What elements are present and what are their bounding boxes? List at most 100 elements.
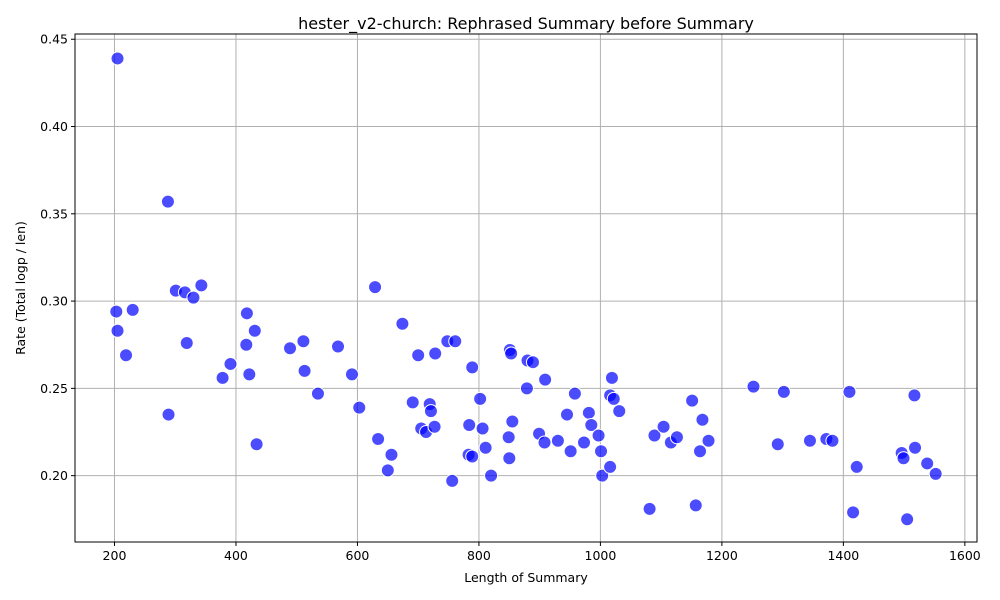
data-point xyxy=(595,468,610,483)
data-point xyxy=(688,498,703,513)
data-point xyxy=(215,370,230,385)
y-axis-label: Rate (Total logp / len) xyxy=(13,221,28,355)
data-point xyxy=(603,459,618,474)
data-point xyxy=(223,356,238,371)
data-point xyxy=(462,418,477,433)
grid-lines xyxy=(75,34,977,542)
data-point xyxy=(405,395,420,410)
data-point xyxy=(563,444,578,459)
data-point xyxy=(395,316,410,331)
data-point xyxy=(594,444,609,459)
data-point xyxy=(475,421,490,436)
x-tick-label: 1400 xyxy=(827,548,859,563)
data-point xyxy=(612,404,627,419)
data-point xyxy=(465,360,480,375)
data-point xyxy=(384,447,399,462)
data-point xyxy=(685,393,700,408)
y-tick-label: 0.25 xyxy=(40,381,68,396)
data-point xyxy=(920,456,935,471)
data-point xyxy=(283,341,298,356)
x-tick-label: 200 xyxy=(103,548,127,563)
data-point xyxy=(427,419,442,434)
x-tick-label: 400 xyxy=(224,548,248,563)
data-point xyxy=(371,432,386,447)
data-point xyxy=(550,433,565,448)
data-point xyxy=(802,433,817,448)
data-point xyxy=(695,412,710,427)
data-point xyxy=(537,435,552,450)
data-point xyxy=(567,386,582,401)
data-point xyxy=(109,304,124,319)
data-point xyxy=(344,367,359,382)
y-tick-label: 0.35 xyxy=(40,206,68,221)
plot-frame xyxy=(74,33,978,543)
data-point xyxy=(368,280,383,295)
data-point xyxy=(908,440,923,455)
data-point xyxy=(504,346,519,361)
data-point xyxy=(161,407,176,422)
data-point xyxy=(125,302,140,317)
x-axis-label: Length of Summary xyxy=(464,570,588,585)
axis-ticks: 200 400 600 800 1000 1200 1400 1600 0.20 0.25 0.30… xyxy=(40,32,981,563)
data-point xyxy=(411,348,426,363)
chart-title: hester_v2-church: Rephrased Summary befo… xyxy=(298,14,754,34)
y-tick-label: 0.30 xyxy=(40,294,68,309)
data-point xyxy=(842,384,857,399)
data-point xyxy=(525,355,540,370)
data-point xyxy=(581,405,596,420)
data-point xyxy=(502,451,517,466)
data-point xyxy=(647,428,662,443)
data-point xyxy=(825,433,840,448)
data-point xyxy=(186,290,201,305)
data-point xyxy=(310,386,325,401)
data-point xyxy=(239,306,254,321)
x-tick-label: 1000 xyxy=(585,548,617,563)
data-point xyxy=(297,363,312,378)
data-point xyxy=(242,367,257,382)
data-point xyxy=(465,449,480,464)
data-point xyxy=(249,437,264,452)
data-point xyxy=(701,433,716,448)
data-point xyxy=(693,444,708,459)
data-point xyxy=(247,323,262,338)
data-point xyxy=(380,463,395,478)
data-point xyxy=(846,505,861,520)
data-point xyxy=(560,407,574,422)
data-point xyxy=(928,466,943,481)
data-point xyxy=(448,334,463,349)
data-point xyxy=(604,370,619,385)
data-point xyxy=(669,430,684,445)
data-point xyxy=(907,388,922,403)
data-point xyxy=(849,459,864,474)
data-point xyxy=(484,468,499,483)
data-point xyxy=(656,419,671,434)
y-tick-label: 0.40 xyxy=(40,119,68,134)
data-point xyxy=(478,440,493,455)
data-point xyxy=(160,194,175,209)
data-point xyxy=(194,278,209,293)
data-point xyxy=(577,435,592,450)
data-point xyxy=(642,501,657,516)
data-point xyxy=(900,512,915,527)
data-point xyxy=(331,339,346,354)
y-tick-label: 0.45 xyxy=(40,32,68,47)
data-point xyxy=(428,346,443,361)
data-point xyxy=(776,384,791,399)
data-point xyxy=(119,348,134,363)
data-point xyxy=(538,372,553,387)
data-point xyxy=(423,404,438,419)
data-point xyxy=(896,451,911,466)
y-tick-label: 0.20 xyxy=(40,468,68,483)
data-point xyxy=(296,334,311,349)
data-point xyxy=(505,414,520,429)
x-tick-label: 1600 xyxy=(949,548,981,563)
data-point xyxy=(110,51,125,66)
data-point xyxy=(239,337,254,352)
data-point xyxy=(352,400,367,415)
data-point xyxy=(770,437,785,452)
data-point xyxy=(445,473,460,488)
data-point xyxy=(584,418,599,433)
x-tick-label: 600 xyxy=(346,548,370,563)
x-tick-label: 800 xyxy=(467,548,491,563)
data-point xyxy=(606,391,621,406)
